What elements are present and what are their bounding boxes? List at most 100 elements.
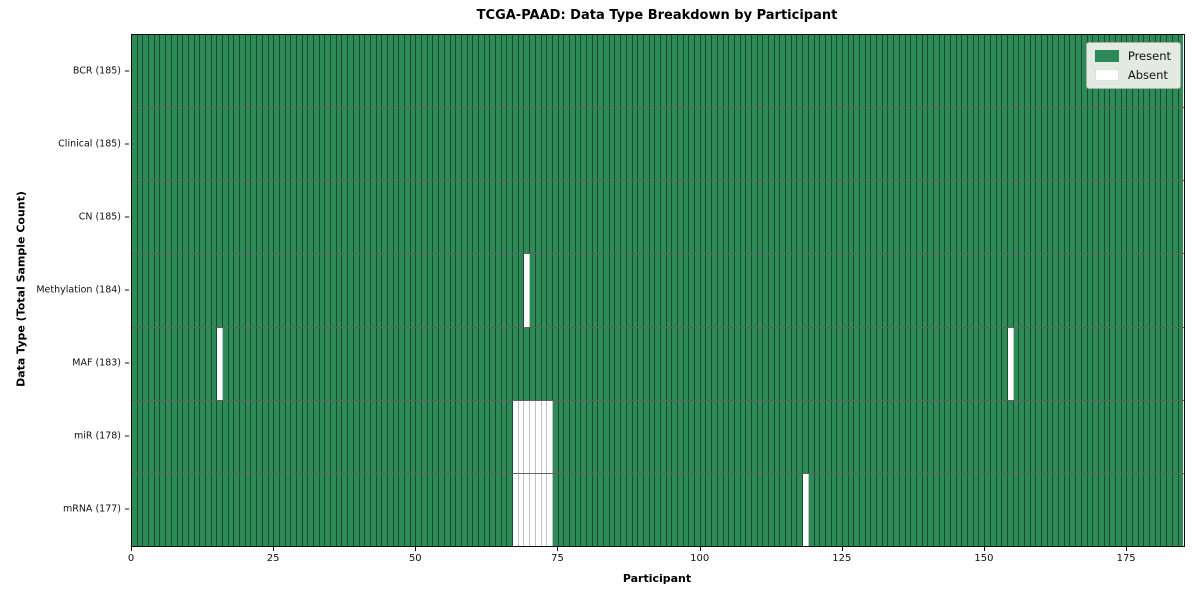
- heatmap-cell: [1178, 473, 1184, 546]
- heatmap-cell: [285, 327, 292, 400]
- y-axis-tick-label: mRNA (177): [62, 503, 121, 514]
- heatmap-cell: [211, 400, 218, 473]
- x-axis-tick-label: 50: [408, 552, 422, 564]
- heatmap-cell: [166, 181, 172, 254]
- heatmap-cell: [416, 327, 423, 400]
- heatmap-cell: [683, 108, 690, 181]
- heatmap-cell: [729, 327, 735, 400]
- heatmap-cell: [200, 473, 206, 546]
- heatmap-cell: [331, 327, 337, 400]
- heatmap-cell: [331, 108, 337, 181]
- heatmap-cell: [137, 108, 144, 181]
- heatmap-cell: [655, 181, 661, 254]
- heatmap-cell: [569, 327, 576, 400]
- heatmap-cell: [410, 35, 417, 108]
- heatmap-cell: [160, 35, 167, 108]
- heatmap-cell: [331, 181, 337, 254]
- heatmap-cell: [1047, 473, 1054, 546]
- heatmap-cell: [496, 473, 502, 546]
- heatmap-cell: [166, 108, 172, 181]
- heatmap-cell: [1144, 400, 1151, 473]
- heatmap-cell: [194, 108, 201, 181]
- heatmap-cell: [825, 35, 832, 108]
- heatmap-cell: [1172, 327, 1179, 400]
- heatmap-cell: [450, 400, 457, 473]
- heatmap-cell: [791, 108, 798, 181]
- heatmap-cell: [1070, 108, 1077, 181]
- heatmap-cell: [746, 108, 752, 181]
- heatmap-cell: [763, 254, 769, 327]
- heatmap-cell: [1115, 181, 1122, 254]
- heatmap-cell: [234, 327, 241, 400]
- heatmap-cell: [604, 35, 610, 108]
- heatmap-cell: [467, 254, 474, 327]
- heatmap-cell: [217, 473, 223, 546]
- heatmap-cell: [1172, 473, 1179, 546]
- heatmap-cell: [1144, 181, 1151, 254]
- heatmap-cell: [922, 327, 929, 400]
- heatmap-cell: [587, 254, 593, 327]
- heatmap-cell: [467, 400, 474, 473]
- heatmap-cell: [1059, 108, 1065, 181]
- heatmap-cell: [643, 181, 650, 254]
- heatmap-cell: [205, 181, 212, 254]
- heatmap-cell: [478, 181, 485, 254]
- heatmap-cell: [803, 400, 809, 473]
- heatmap-cell: [882, 181, 889, 254]
- heatmap-cell: [581, 35, 587, 108]
- heatmap-cell: [712, 254, 718, 327]
- legend-item-absent: Absent: [1094, 68, 1171, 82]
- heatmap-cell: [166, 473, 172, 546]
- heatmap-cell: [285, 400, 292, 473]
- heatmap-cell: [467, 108, 474, 181]
- heatmap-cell: [205, 400, 212, 473]
- heatmap-cell: [865, 327, 872, 400]
- heatmap-cell: [587, 35, 593, 108]
- heatmap-cell: [569, 181, 576, 254]
- heatmap-cell: [137, 400, 144, 473]
- heatmap-cell: [626, 181, 633, 254]
- heatmap-cell: [370, 35, 377, 108]
- heatmap-cell: [308, 181, 314, 254]
- heatmap-cell: [763, 327, 769, 400]
- heatmap-cell: [774, 473, 781, 546]
- heatmap-cell: [763, 473, 769, 546]
- heatmap-cell: [1042, 35, 1048, 108]
- heatmap-cell: [552, 400, 559, 473]
- heatmap-cell: [257, 108, 263, 181]
- heatmap-cell: [740, 473, 747, 546]
- heatmap-cell: [490, 473, 496, 546]
- heatmap-cell: [314, 473, 320, 546]
- heatmap-cell: [871, 327, 878, 400]
- heatmap-cell: [615, 254, 622, 327]
- heatmap-cell: [513, 327, 519, 400]
- heatmap-cell: [837, 254, 843, 327]
- heatmap-cell: [348, 327, 354, 400]
- heatmap-cell: [723, 181, 730, 254]
- heatmap-cell: [211, 108, 218, 181]
- heatmap-cell: [405, 181, 411, 254]
- heatmap-cell: [717, 473, 724, 546]
- heatmap-cell: [365, 108, 371, 181]
- heatmap-cell: [968, 35, 974, 108]
- heatmap-cell: [808, 473, 815, 546]
- heatmap-cell: [945, 327, 951, 400]
- heatmap-cell: [973, 473, 980, 546]
- heatmap-cell: [1007, 254, 1014, 327]
- heatmap-cell: [592, 473, 599, 546]
- heatmap-cell: [712, 35, 718, 108]
- heatmap-cell: [353, 400, 360, 473]
- heatmap-cell: [695, 473, 701, 546]
- heatmap-cell: [632, 327, 639, 400]
- heatmap-cell: [660, 473, 667, 546]
- heatmap-cell: [575, 254, 582, 327]
- heatmap-cell: [1036, 254, 1042, 327]
- heatmap-cell: [177, 473, 184, 546]
- heatmap-cell: [171, 327, 178, 400]
- heatmap-cell: [541, 400, 548, 473]
- heatmap-cell: [1093, 254, 1099, 327]
- heatmap-cell: [882, 254, 889, 327]
- heatmap-cell: [649, 35, 656, 108]
- heatmap-cell: [387, 35, 394, 108]
- heatmap-cell: [484, 181, 491, 254]
